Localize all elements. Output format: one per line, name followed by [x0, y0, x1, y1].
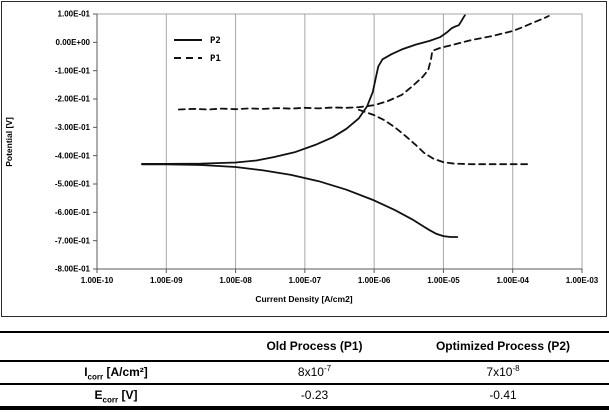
- gridlines: [165, 14, 583, 269]
- icorr-label: Icorr [A/cm²]: [0, 361, 232, 384]
- curve-P1: [177, 15, 550, 111]
- x-tick-label: 1.00E-09: [150, 276, 183, 285]
- x-tick-label: 1.00E-05: [427, 276, 460, 285]
- y-tick-label: -3.00E-01: [55, 123, 91, 132]
- ecorr-subscript: corr: [102, 395, 119, 405]
- y-tick-label: -5.00E-01: [55, 180, 91, 189]
- header-old-process: Old Process (P1): [266, 339, 363, 353]
- table-row-icorr: Icorr [A/cm²] 8x10-7 7x10-8: [0, 361, 609, 384]
- y-tick-label: 0.00E+00: [56, 38, 91, 47]
- ecorr-optimized-value: -0.41: [397, 384, 609, 408]
- table-row-ecorr: Ecorr [V] -0.23 -0.41: [0, 384, 609, 408]
- header-empty-cell: [0, 332, 232, 361]
- x-axis-title: Current Density [A/cm2]: [255, 294, 352, 304]
- axes: [93, 13, 583, 273]
- series-P1: [177, 15, 550, 166]
- ecorr-unit: [V]: [118, 388, 138, 402]
- icorr-opt-exponent: -8: [512, 364, 520, 373]
- curve-P2: [141, 14, 466, 165]
- legend: P2 P1: [174, 36, 221, 64]
- legend-label-P2: P2: [210, 36, 221, 46]
- ecorr-old-number: -0.23: [300, 388, 329, 402]
- plot-border: [96, 13, 583, 270]
- x-tick-label: 1.00E-07: [289, 276, 322, 285]
- x-tick-label: 1.00E-03: [566, 276, 599, 285]
- y-tick-label: -2.00E-01: [55, 95, 91, 104]
- y-tick-label: -7.00E-01: [55, 236, 91, 245]
- x-tick-label: 1.00E-04: [496, 276, 529, 285]
- x-tick-label: 1.00E-06: [358, 276, 391, 285]
- ecorr-opt-number: -0.41: [489, 388, 517, 402]
- tick-labels: 1.00E-10 1.00E-09 1.00E-08 1.00E-07 1.00E-06…: [55, 10, 599, 285]
- y-tick-label: -4.00E-01: [55, 151, 91, 160]
- curve-P1: [357, 108, 530, 166]
- curve-P2: [141, 163, 459, 238]
- y-tick-label: -8.00E-01: [55, 265, 91, 274]
- icorr-old-exponent: -7: [323, 364, 332, 373]
- ecorr-symbol: E: [94, 388, 103, 402]
- corrosion-results-table: Old Process (P1) Optimized Process (P2) …: [0, 331, 609, 410]
- icorr-subscript: corr: [87, 372, 104, 382]
- series-P2: [141, 14, 466, 238]
- icorr-optimized-value: 7x10-8: [397, 361, 609, 384]
- ecorr-old-value: -0.23: [232, 384, 397, 408]
- icorr-unit: [A/cm²]: [103, 365, 148, 379]
- y-tick-label: 1.00E-01: [58, 10, 91, 19]
- header-optimized-process: Optimized Process (P2): [435, 339, 571, 353]
- chart-area: 1.00E-10 1.00E-09 1.00E-08 1.00E-07 1.00E-06…: [1, 1, 607, 317]
- ecorr-label: Ecorr [V]: [0, 384, 232, 408]
- icorr-opt-mantissa: 7x10: [486, 365, 513, 379]
- y-axis-title: Potential [V]: [4, 117, 14, 167]
- icorr-old-value: 8x10-7: [232, 361, 397, 384]
- icorr-symbol: I: [84, 365, 88, 379]
- chart-svg: 1.00E-10 1.00E-09 1.00E-08 1.00E-07 1.00E-06…: [4, 10, 599, 304]
- x-tick-label: 1.00E-10: [81, 276, 114, 285]
- y-tick-label: -6.00E-01: [55, 208, 91, 217]
- icorr-old-mantissa: 8x10: [297, 365, 324, 379]
- y-tick-label: -1.00E-01: [55, 66, 91, 75]
- x-tick-label: 1.00E-08: [219, 276, 252, 285]
- table-header-row: Old Process (P1) Optimized Process (P2): [0, 332, 609, 361]
- legend-label-P1: P1: [210, 54, 221, 64]
